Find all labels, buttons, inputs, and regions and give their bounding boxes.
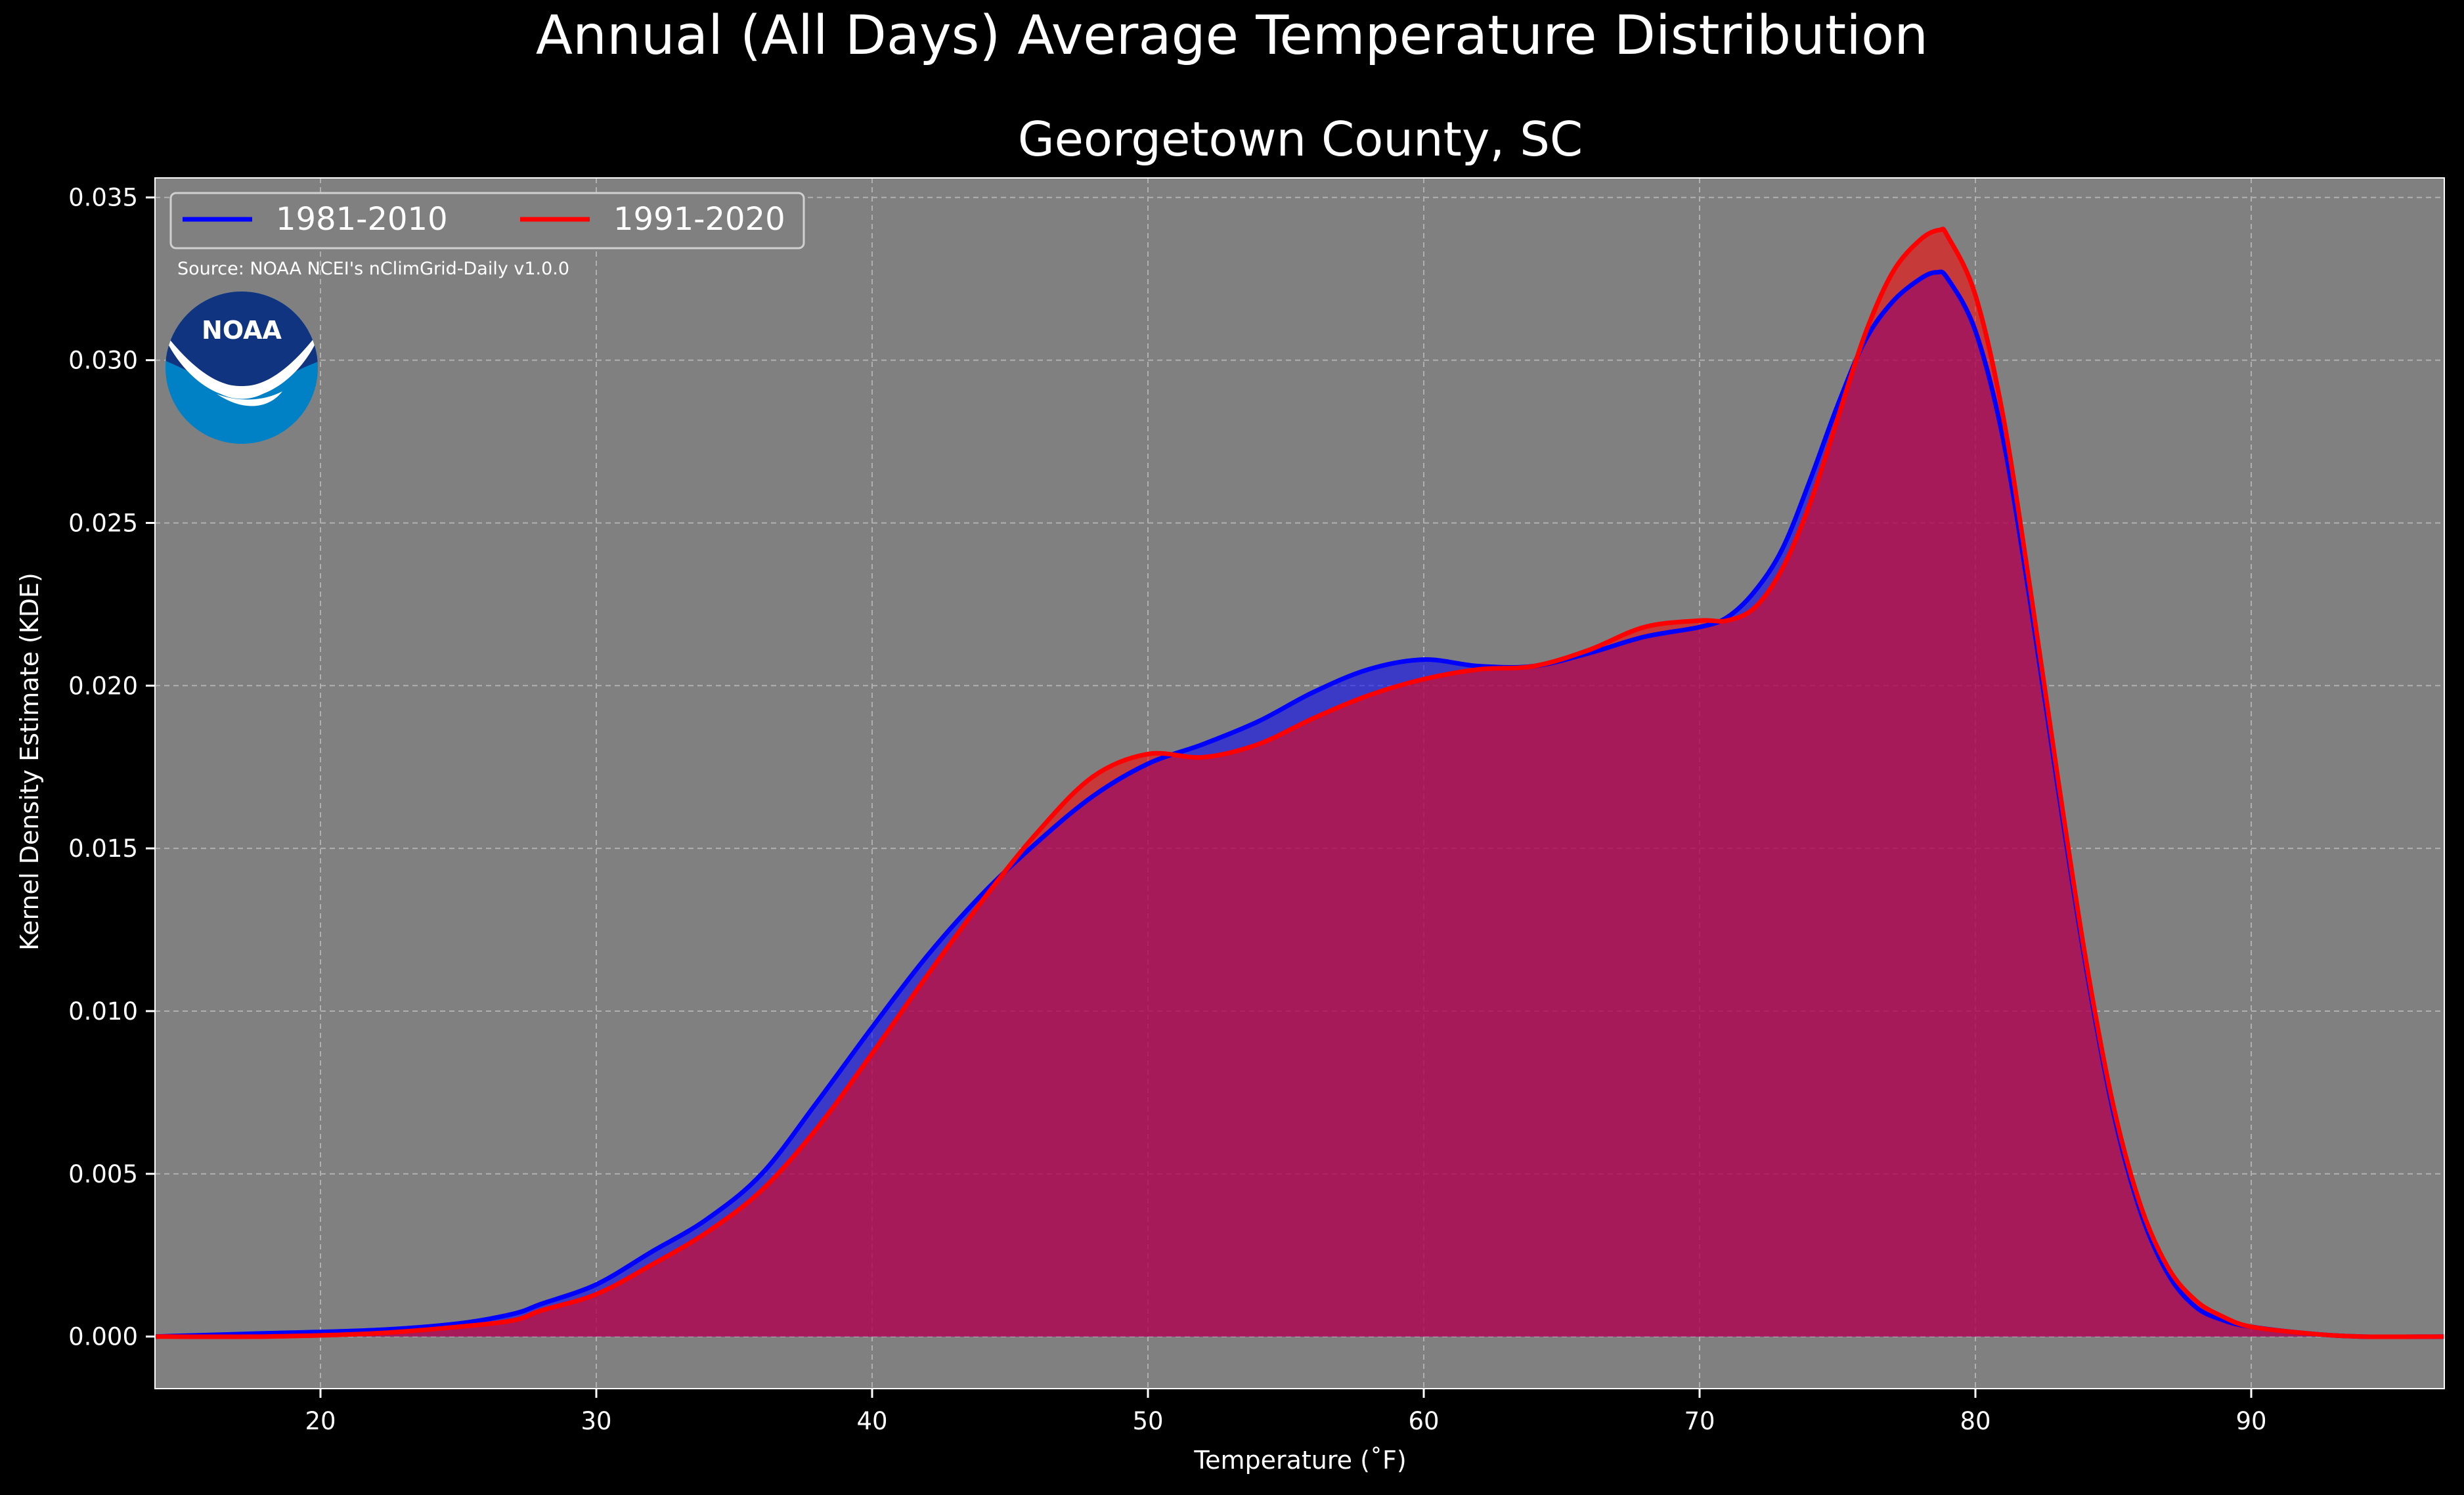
axes-frame (154, 177, 2445, 1389)
y-tick-label: 0.010 (68, 997, 138, 1026)
y-tick-label: 0.030 (68, 347, 138, 375)
y-axis-ticks: 0.000 0.005 0.010 0.015 0.020 0.025 0.030 0.035 (68, 184, 155, 1351)
noaa-logo-bird-icon (165, 328, 318, 399)
noaa-logo-tail-icon (217, 391, 282, 406)
y-tick-label: 0.020 (68, 672, 138, 700)
x-tick-label: 70 (1684, 1407, 1715, 1435)
y-tick-label: 0.025 (68, 509, 138, 537)
figure-title: Annual (All Days) Average Temperature Di… (536, 5, 1928, 67)
series-fill-1991-2020 (155, 228, 2444, 1337)
x-axis-label: Temperature (˚F) (1193, 1446, 1406, 1475)
y-tick-label: 0.015 (68, 834, 138, 863)
series-line-1991-2020 (154, 227, 2445, 1339)
x-tick-label: 90 (2235, 1407, 2266, 1435)
chart-title: Georgetown County, SC (1018, 112, 1583, 167)
noaa-logo-top (165, 292, 318, 391)
x-tick-label: 50 (1132, 1407, 1163, 1435)
x-tick-label: 30 (581, 1407, 611, 1435)
legend-label-1981-2010: 1981-2010 (276, 201, 448, 238)
series-fills (155, 228, 2444, 1337)
noaa-logo-text: NOAA (202, 316, 282, 345)
noaa-logo: NOAA (165, 292, 318, 444)
y-tick-label: 0.035 (68, 184, 138, 212)
x-tick-label: 60 (1408, 1407, 1439, 1435)
legend-label-1991-2020: 1991-2020 (613, 201, 785, 238)
series-lines (154, 227, 2445, 1339)
source-note: Source: NOAA NCEI's nClimGrid-Daily v1.0… (177, 259, 569, 279)
x-tick-label: 20 (305, 1407, 336, 1435)
x-axis-ticks: 20 30 40 50 60 70 80 90 (305, 1389, 2267, 1435)
axes-border (154, 177, 2445, 1389)
legend: 1981-2010 1991-2020 (169, 192, 805, 249)
x-tick-label: 80 (1960, 1407, 1991, 1435)
y-axis-label: Kernel Density Estimate (KDE) (15, 573, 44, 951)
legend-box (169, 192, 805, 249)
y-tick-label: 0.000 (68, 1323, 138, 1351)
y-tick-label: 0.005 (68, 1160, 138, 1188)
x-tick-label: 40 (856, 1407, 887, 1435)
